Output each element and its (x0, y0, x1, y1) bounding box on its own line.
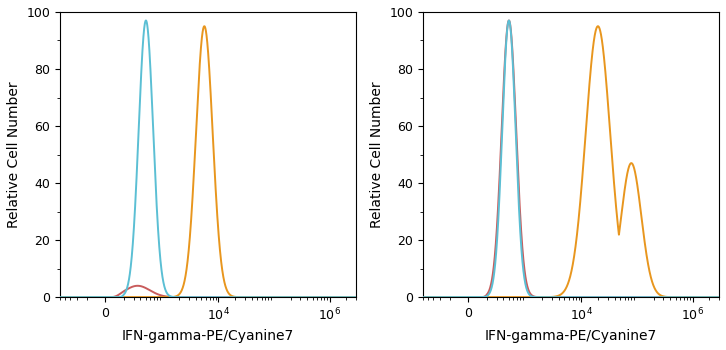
X-axis label: IFN-gamma-PE/Cyanine7: IFN-gamma-PE/Cyanine7 (485, 329, 657, 343)
Y-axis label: Relative Cell Number: Relative Cell Number (7, 81, 21, 228)
X-axis label: IFN-gamma-PE/Cyanine7: IFN-gamma-PE/Cyanine7 (122, 329, 294, 343)
Y-axis label: Relative Cell Number: Relative Cell Number (370, 81, 384, 228)
